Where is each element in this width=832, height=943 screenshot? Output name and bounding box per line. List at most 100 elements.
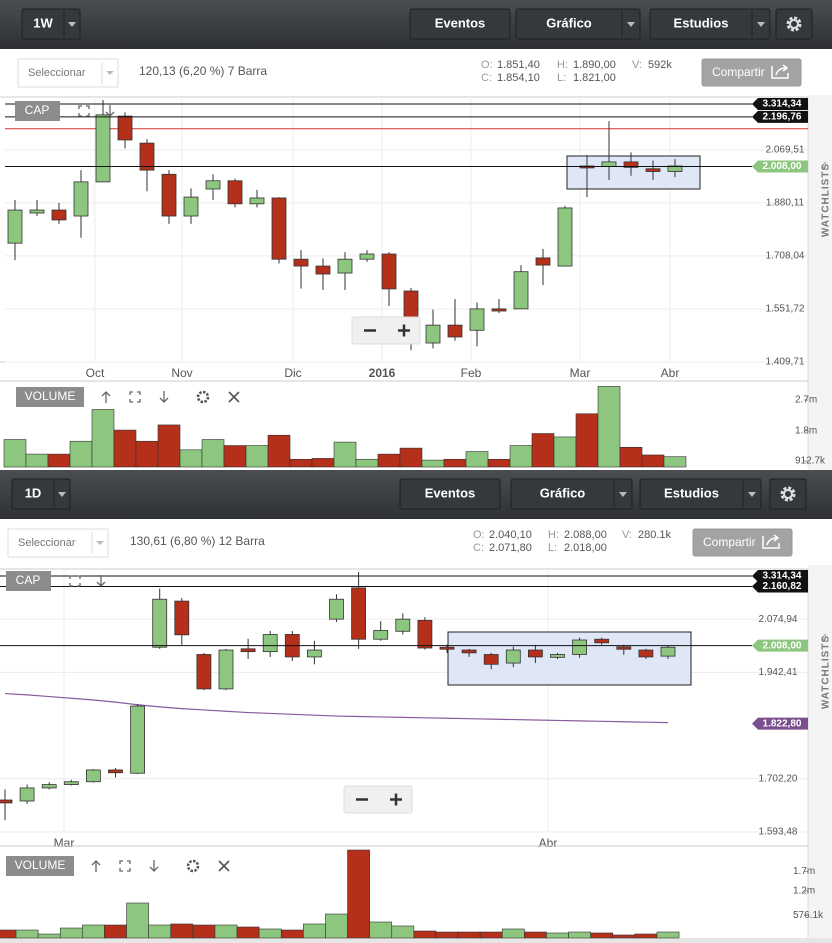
volume-bar [457,931,481,939]
gear-icon [783,489,793,499]
volume-bar [245,445,269,468]
ohlc-value: 2.071,80 [489,542,532,554]
candle-body [395,618,411,632]
icon [129,391,141,403]
volume-bar [421,459,445,468]
candle-body [469,308,485,331]
candle-body [306,649,322,658]
side-tab[interactable]: WATCHLISTS [821,163,832,237]
volume-bar [223,445,247,468]
toolbar-button[interactable] [399,478,501,510]
volume-bar [179,449,203,468]
volume-bar [201,439,225,468]
candle-body [572,639,587,655]
close-icon[interactable] [228,391,240,403]
share-icon [771,64,789,79]
volume-bar [612,934,636,939]
price-marker-label: 1.822,80 [763,718,802,729]
price-marker [752,639,808,652]
share-label: Compartir [703,535,756,549]
toolbar-button[interactable] [515,8,641,40]
volume-bar [355,458,379,468]
gear-icon[interactable] [196,390,210,404]
candle-body [461,649,477,654]
candle-body [161,173,177,217]
interval-button[interactable] [21,8,81,40]
volume-bar [325,913,348,939]
candle-body [271,197,287,260]
ohlc-value: 2.018,00 [564,542,607,554]
side-tab[interactable]: WATCHLISTS [821,635,832,709]
volume-bar [391,925,415,939]
y-tick-label: 1.409,71 [766,357,805,368]
candle-body [491,308,507,312]
zoom-in[interactable] [398,324,410,337]
interval-button[interactable] [11,478,71,510]
candle-body [240,648,256,653]
icon [78,105,90,117]
ohlc-label: O: [473,529,485,541]
y-tick-label: 1.942,41 [759,667,798,678]
zoom-in[interactable] [390,793,402,806]
x-tick-label: Abr [539,836,558,850]
toolbar-button-label: Estudios [664,485,719,500]
toolbar-button[interactable] [409,8,511,40]
volume-bar [590,932,614,939]
ohlc-value: 1.851,40 [497,59,540,71]
volume-bar [280,929,304,939]
ohlc-label: V: [632,59,642,71]
volume-bar [47,453,71,468]
toolbar-button-label: Gráfico [546,15,592,30]
volume-bar [192,924,216,939]
icon [159,391,169,403]
candle-body [152,598,168,648]
candle-body [594,638,610,644]
y-tick-label: 1.7m [793,866,815,877]
toolbar-button[interactable] [649,8,771,40]
candle-body [73,181,89,217]
label-box [16,387,84,407]
price-marker-label: 2.008,00 [763,161,802,172]
candle-body [417,619,433,649]
toolbar-button[interactable] [510,478,633,510]
candle-body [359,253,375,260]
summary: 130,61 (6,80 %) 12 Barra [130,534,265,548]
y-tick-label: 1.8m [795,425,817,436]
price-marker [752,717,808,730]
tab-arrow [821,161,827,171]
volume-bar [3,439,27,468]
candle-body [513,271,529,310]
volume-bar [148,924,172,939]
share-button[interactable] [701,58,802,87]
ohlc-value: 1.821,00 [573,72,616,84]
y-tick-label: 1.880,11 [766,198,805,209]
candle-body [130,705,146,774]
interval-label: 1D [25,485,42,500]
select-box[interactable] [17,58,119,88]
settings-button[interactable] [775,8,813,40]
close-icon[interactable] [218,860,230,872]
gear-icon[interactable] [186,859,200,873]
candle-body [174,600,190,636]
toolbar-button[interactable] [639,478,762,510]
volume-bar [656,931,680,939]
candle-body [249,197,265,205]
volume-bar [126,902,149,939]
candle-body [425,324,441,344]
settings-button[interactable] [769,478,807,510]
caret [96,541,104,545]
candle-body [19,787,35,802]
select-box[interactable] [7,528,109,558]
caret [748,492,756,497]
volume-bar [214,924,238,939]
side-strip [808,565,832,943]
label-box [6,856,74,876]
volume-bar [443,458,467,468]
x-tick-label: Oct [86,366,105,380]
select-label: Seleccionar [18,537,76,549]
candle-body [218,649,234,690]
share-button[interactable] [692,528,793,557]
ohlc-label: C: [473,542,484,554]
candle-body [528,649,543,658]
